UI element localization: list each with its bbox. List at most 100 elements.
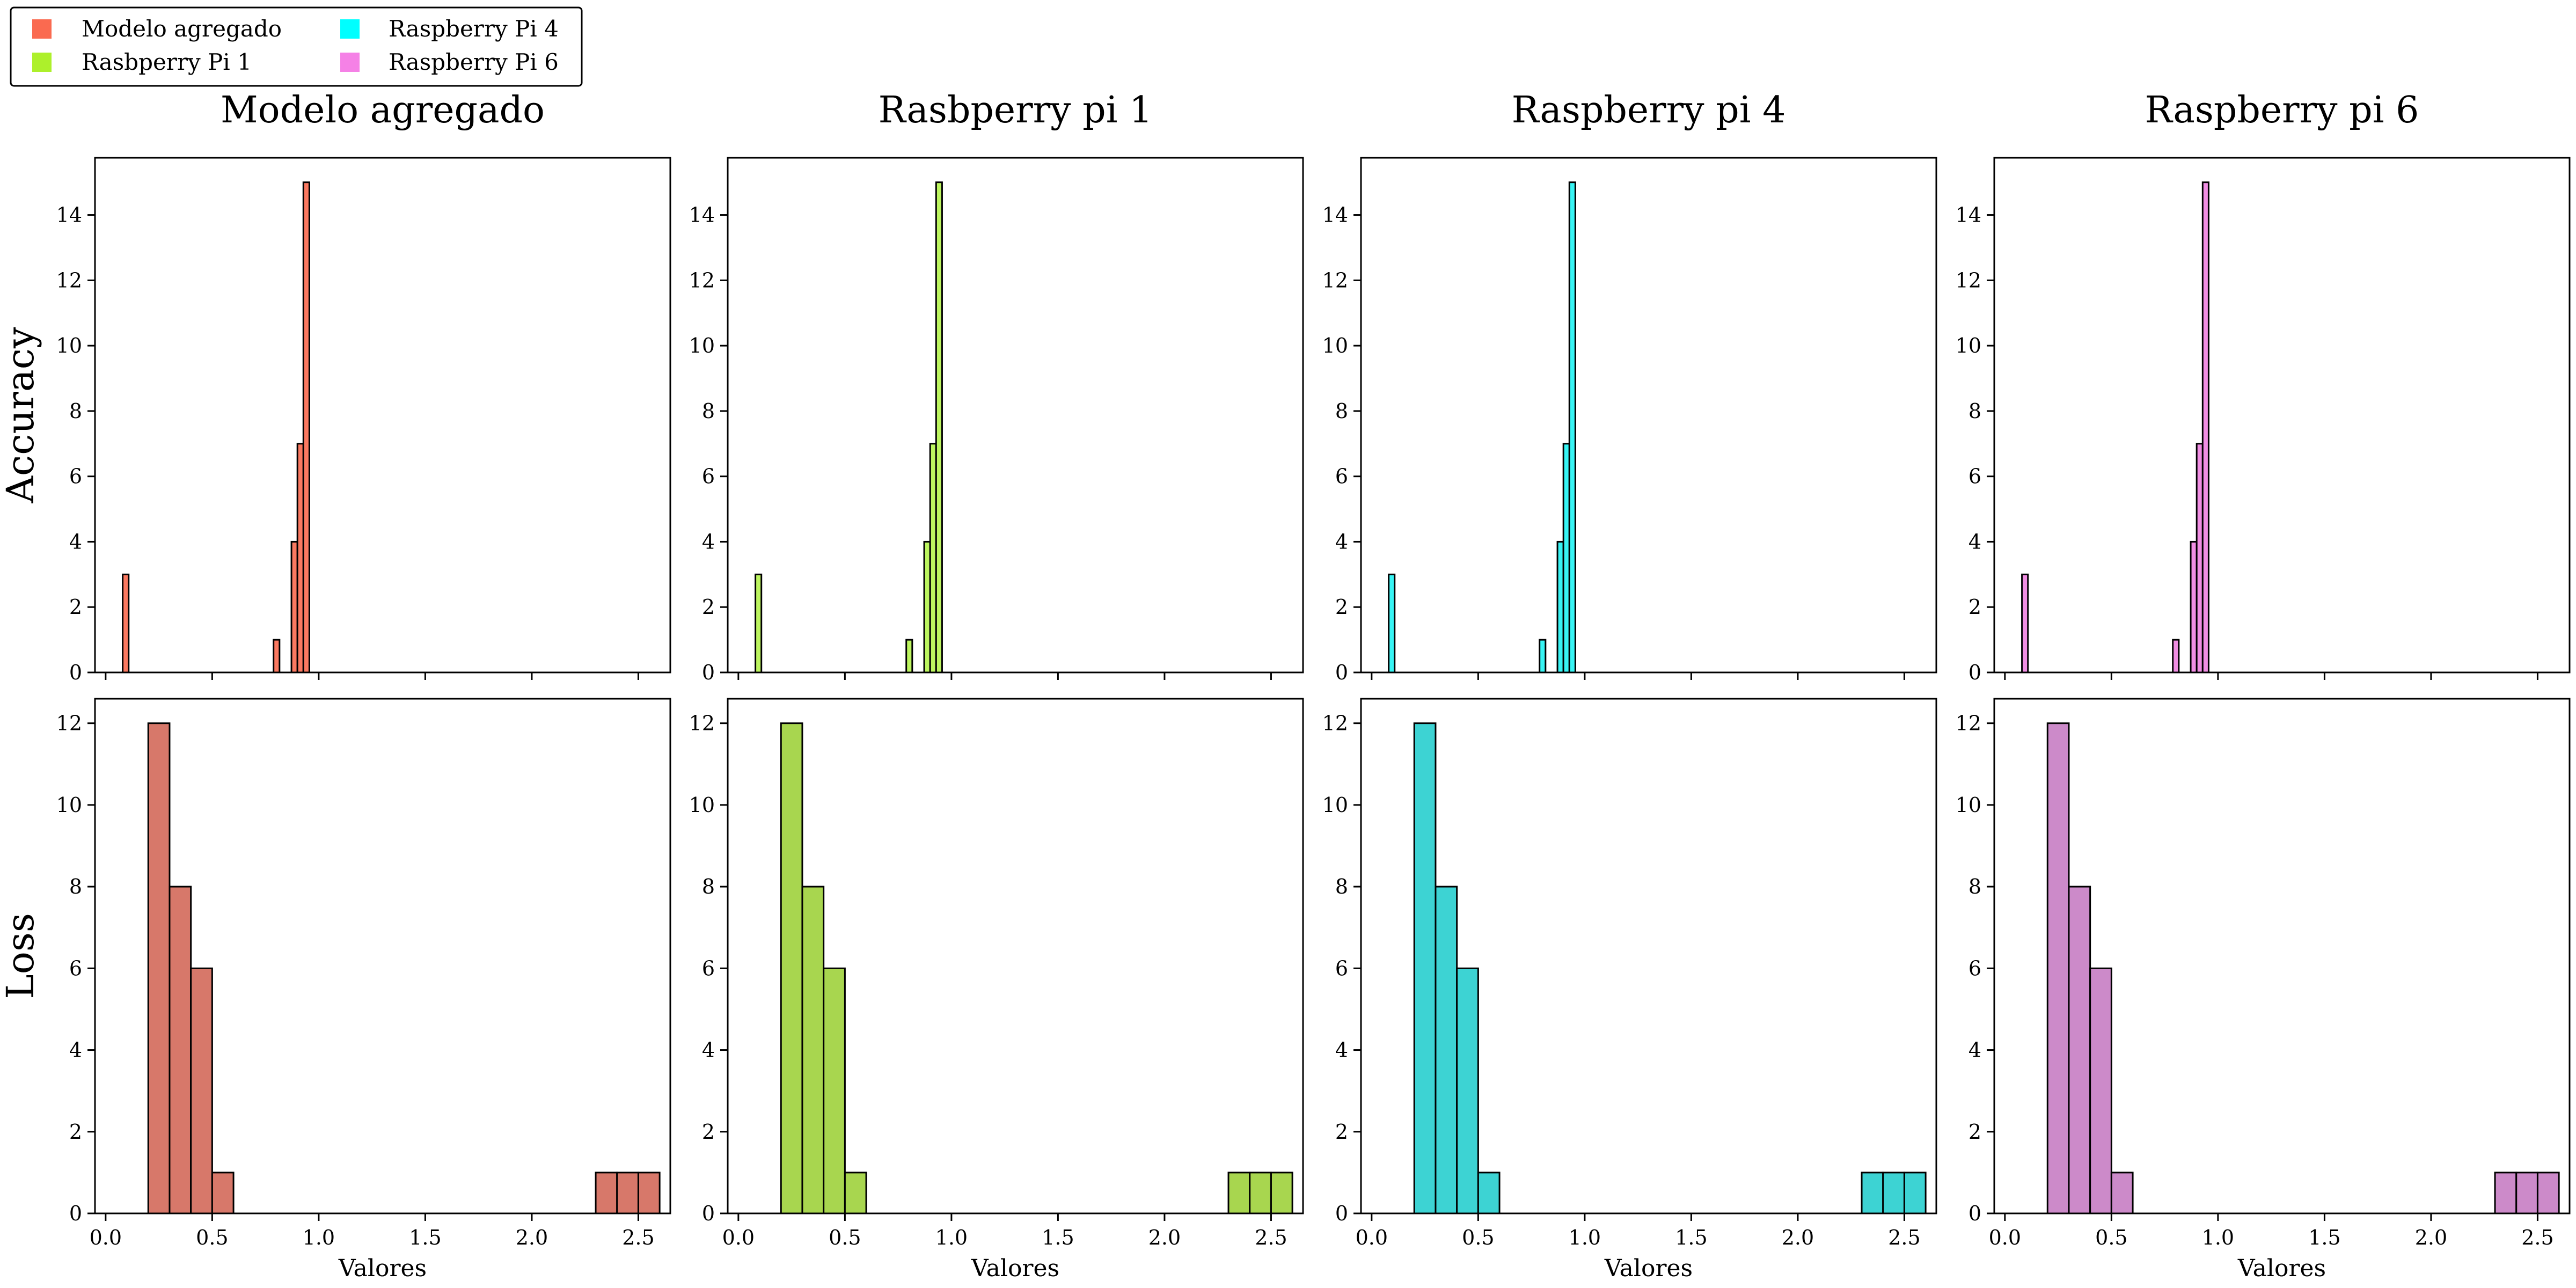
y-tick-label-accuracy-rasbperry-pi-1-6: 12 bbox=[689, 268, 715, 292]
y-tick-label-accuracy-rasbperry-pi-1-3: 6 bbox=[702, 465, 715, 488]
histogram-bar-accuracy-modelo-agregado-0 bbox=[122, 573, 130, 674]
y-tick-label-loss-raspberry-pi-6-1: 2 bbox=[1968, 1120, 1981, 1144]
legend-label-modelo-agregado: Modelo agregado bbox=[82, 16, 282, 42]
y-tick-label-accuracy-raspberry-pi-4-5: 10 bbox=[1322, 334, 1348, 357]
x-tick-label-modelo-agregado-1: 0.5 bbox=[196, 1226, 228, 1249]
histogram-bar-accuracy-rasbperry-pi-1-4 bbox=[935, 181, 943, 674]
x-tick-label-raspberry-pi-4-0: 0.0 bbox=[1356, 1226, 1388, 1249]
x-axis-label-raspberry-pi-4: Valores bbox=[1604, 1255, 1693, 1282]
y-tick-label-accuracy-modelo-agregado-6: 12 bbox=[56, 268, 82, 292]
y-tick-label-loss-rasbperry-pi-1-0: 0 bbox=[702, 1202, 715, 1225]
y-tick-label-accuracy-raspberry-pi-6-1: 2 bbox=[1968, 595, 1981, 619]
legend-label-raspberry-pi-4: Raspberry Pi 4 bbox=[389, 16, 559, 42]
y-tick-label-accuracy-raspberry-pi-6-2: 4 bbox=[1968, 530, 1981, 553]
y-tick-label-accuracy-raspberry-pi-4-6: 12 bbox=[1322, 268, 1348, 292]
x-tick-label-rasbperry-pi-1-1: 0.5 bbox=[829, 1226, 861, 1249]
y-tick-label-loss-rasbperry-pi-1-4: 8 bbox=[702, 875, 715, 898]
y-tick-label-accuracy-raspberry-pi-4-0: 0 bbox=[1335, 661, 1348, 684]
y-tick-label-loss-rasbperry-pi-1-5: 10 bbox=[689, 793, 715, 817]
histogram-bar-loss-rasbperry-pi-1-3 bbox=[844, 1172, 867, 1214]
histogram-bar-loss-modelo-agregado-3 bbox=[211, 1172, 235, 1214]
y-tick-label-accuracy-rasbperry-pi-1-2: 4 bbox=[702, 530, 715, 553]
histogram-bar-loss-raspberry-pi-4-1 bbox=[1435, 885, 1458, 1214]
histogram-bar-loss-rasbperry-pi-1-1 bbox=[801, 885, 825, 1214]
histogram-bar-accuracy-raspberry-pi-4-2 bbox=[1556, 540, 1564, 674]
row-label-accuracy: Accuracy bbox=[0, 327, 42, 503]
histogram-bar-loss-raspberry-pi-6-3 bbox=[2110, 1172, 2134, 1214]
legend-swatch-rasbperry-pi-1 bbox=[32, 53, 52, 72]
plot-frame-accuracy-modelo-agregado bbox=[94, 157, 671, 674]
y-tick-label-loss-modelo-agregado-2: 4 bbox=[69, 1038, 82, 1062]
histogram-bar-accuracy-raspberry-pi-4-0 bbox=[1388, 573, 1396, 674]
y-tick-label-loss-raspberry-pi-6-0: 0 bbox=[1968, 1202, 1981, 1225]
y-tick-label-accuracy-raspberry-pi-6-4: 8 bbox=[1968, 399, 1981, 423]
y-tick-label-loss-raspberry-pi-4-6: 12 bbox=[1322, 712, 1348, 735]
y-tick-label-loss-raspberry-pi-4-3: 6 bbox=[1335, 956, 1348, 980]
histogram-bar-accuracy-raspberry-pi-6-0 bbox=[2021, 573, 2029, 674]
y-tick-label-accuracy-raspberry-pi-4-1: 2 bbox=[1335, 595, 1348, 619]
histogram-bar-loss-raspberry-pi-4-3 bbox=[1477, 1172, 1501, 1214]
histogram-bar-loss-modelo-agregado-5 bbox=[616, 1172, 639, 1214]
histogram-bar-accuracy-rasbperry-pi-1-2 bbox=[923, 540, 931, 674]
histogram-bar-accuracy-modelo-agregado-3 bbox=[296, 443, 304, 674]
histogram-bar-accuracy-rasbperry-pi-1-0 bbox=[755, 573, 763, 674]
histogram-bar-loss-modelo-agregado-0 bbox=[147, 722, 171, 1214]
histogram-bar-accuracy-raspberry-pi-6-3 bbox=[2196, 443, 2204, 674]
y-tick-label-loss-rasbperry-pi-1-6: 12 bbox=[689, 712, 715, 735]
x-axis-label-rasbperry-pi-1: Valores bbox=[971, 1255, 1059, 1282]
plot-frame-loss-rasbperry-pi-1 bbox=[727, 698, 1304, 1214]
histogram-bar-loss-raspberry-pi-6-2 bbox=[2089, 967, 2112, 1214]
histogram-bar-loss-raspberry-pi-4-5 bbox=[1882, 1172, 1905, 1214]
y-tick-label-loss-raspberry-pi-6-4: 8 bbox=[1968, 875, 1981, 898]
histogram-bar-loss-raspberry-pi-6-6 bbox=[2536, 1172, 2560, 1214]
x-tick-label-raspberry-pi-6-0: 0.0 bbox=[1989, 1226, 2021, 1249]
y-tick-label-loss-raspberry-pi-6-5: 10 bbox=[1956, 793, 1981, 817]
histogram-bar-loss-rasbperry-pi-1-0 bbox=[780, 722, 803, 1214]
y-tick-label-loss-modelo-agregado-1: 2 bbox=[69, 1120, 82, 1144]
y-tick-label-accuracy-modelo-agregado-3: 6 bbox=[69, 465, 82, 488]
legend-swatch-modelo-agregado bbox=[32, 19, 52, 39]
y-tick-label-loss-modelo-agregado-4: 8 bbox=[69, 875, 82, 898]
x-tick-label-raspberry-pi-6-5: 2.5 bbox=[2521, 1226, 2553, 1249]
column-title-raspberry-pi-6: Raspberry pi 6 bbox=[2145, 89, 2419, 131]
histogram-bar-loss-modelo-agregado-6 bbox=[637, 1172, 661, 1214]
histogram-bar-accuracy-modelo-agregado-2 bbox=[290, 540, 298, 674]
legend-label-rasbperry-pi-1: Rasbperry Pi 1 bbox=[82, 49, 252, 75]
histogram-bar-loss-raspberry-pi-6-1 bbox=[2068, 885, 2091, 1214]
x-tick-label-raspberry-pi-4-5: 2.5 bbox=[1888, 1226, 1920, 1249]
y-tick-label-accuracy-modelo-agregado-1: 2 bbox=[69, 595, 82, 619]
histogram-bar-accuracy-raspberry-pi-4-1 bbox=[1539, 639, 1547, 674]
histogram-bar-loss-rasbperry-pi-1-2 bbox=[823, 967, 846, 1214]
histogram-bar-accuracy-raspberry-pi-6-4 bbox=[2201, 181, 2209, 674]
x-tick-label-raspberry-pi-4-1: 0.5 bbox=[1462, 1226, 1494, 1249]
x-tick-label-raspberry-pi-6-2: 1.0 bbox=[2202, 1226, 2234, 1249]
row-label-loss: Loss bbox=[0, 913, 42, 999]
y-tick-label-loss-raspberry-pi-4-2: 4 bbox=[1335, 1038, 1348, 1062]
legend-swatch-raspberry-pi-6 bbox=[340, 53, 360, 72]
x-tick-label-raspberry-pi-6-1: 0.5 bbox=[2095, 1226, 2127, 1249]
histogram-bar-accuracy-rasbperry-pi-1-1 bbox=[905, 639, 913, 674]
y-tick-label-accuracy-rasbperry-pi-1-0: 0 bbox=[702, 661, 715, 684]
chart-panels: Modelo agregado 0 2 4 6 8 10 12 14 Accuracy 0 2 4 6 8 1… bbox=[0, 89, 2571, 1282]
x-tick-label-rasbperry-pi-1-4: 2.0 bbox=[1148, 1226, 1181, 1249]
x-tick-label-raspberry-pi-6-4: 2.0 bbox=[2415, 1226, 2447, 1249]
plot-frame-accuracy-raspberry-pi-6 bbox=[1993, 157, 2571, 674]
y-tick-label-accuracy-modelo-agregado-7: 14 bbox=[56, 203, 82, 227]
histogram-bar-accuracy-raspberry-pi-6-2 bbox=[2190, 540, 2198, 674]
histogram-bar-loss-raspberry-pi-4-6 bbox=[1903, 1172, 1927, 1214]
plot-frame-loss-raspberry-pi-6 bbox=[1993, 698, 2571, 1214]
y-tick-label-accuracy-raspberry-pi-6-0: 0 bbox=[1968, 661, 1981, 684]
plot-frame-accuracy-raspberry-pi-4 bbox=[1360, 157, 1937, 674]
x-tick-label-modelo-agregado-4: 2.0 bbox=[516, 1226, 548, 1249]
histogram-bar-accuracy-modelo-agregado-4 bbox=[302, 181, 310, 674]
x-tick-label-raspberry-pi-6-3: 1.5 bbox=[2308, 1226, 2340, 1249]
x-tick-label-rasbperry-pi-1-0: 0.0 bbox=[722, 1226, 755, 1249]
x-tick-label-raspberry-pi-4-2: 1.0 bbox=[1569, 1226, 1601, 1249]
y-tick-label-accuracy-modelo-agregado-5: 10 bbox=[56, 334, 82, 357]
histogram-bar-accuracy-rasbperry-pi-1-3 bbox=[929, 443, 937, 674]
y-tick-label-loss-raspberry-pi-6-2: 4 bbox=[1968, 1038, 1981, 1062]
histogram-bar-loss-modelo-agregado-4 bbox=[595, 1172, 618, 1214]
histogram-bar-loss-raspberry-pi-6-0 bbox=[2046, 722, 2070, 1214]
histogram-bar-loss-raspberry-pi-4-4 bbox=[1861, 1172, 1884, 1214]
